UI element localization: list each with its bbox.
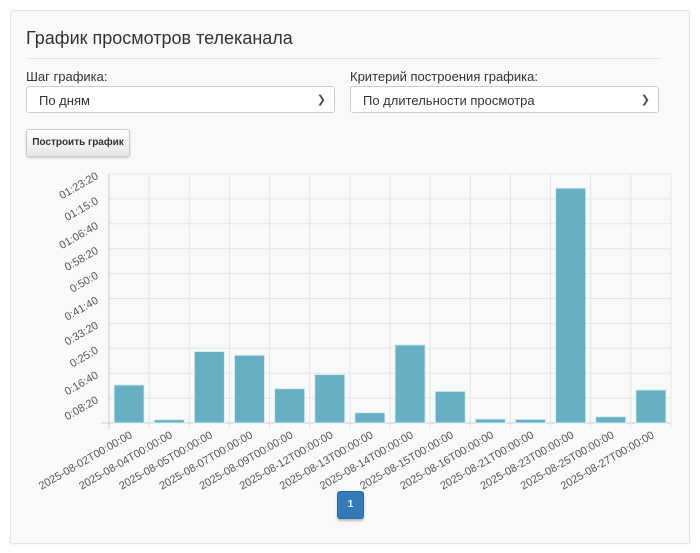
y-tick-label: 0:50:0 [68, 270, 100, 296]
page-title: График просмотров телеканала [26, 28, 293, 48]
pagination-page-1[interactable]: 1 [337, 491, 364, 519]
bar [474, 418, 506, 424]
bar [555, 187, 587, 424]
chart-panel: График просмотров телеканала Шаг графика… [10, 10, 690, 544]
bar [314, 374, 346, 424]
build-chart-button[interactable]: Построить график [26, 129, 130, 157]
step-select[interactable]: По дням ❯ [26, 86, 335, 113]
criterion-label: Критерий построения графика: [350, 69, 538, 84]
bar [434, 390, 466, 424]
bar [394, 344, 426, 424]
y-tick-label: 0:08:20 [63, 394, 101, 423]
bar [233, 354, 266, 424]
bar [595, 416, 627, 424]
y-tick-label: 0:33:20 [63, 320, 101, 349]
bar [193, 350, 225, 424]
y-tick-label: 0:41:40 [63, 295, 101, 324]
y-tick-label: 01:15:0 [63, 195, 101, 224]
bar [153, 419, 185, 424]
criterion-select-value: По длительности просмотра [363, 93, 535, 108]
divider [26, 58, 662, 59]
bar [354, 412, 386, 424]
step-select-value: По дням [39, 93, 90, 108]
bar [514, 418, 547, 424]
bar-chart: 0:08:200:16:400:25:00:33:200:41:400:50:0… [37, 170, 672, 491]
chevron-down-icon: ❯ [316, 94, 326, 106]
bar [113, 384, 145, 424]
chevron-down-icon: ❯ [640, 94, 650, 106]
y-tick-label: 0:25:0 [68, 345, 100, 371]
bar [635, 389, 667, 424]
bar [274, 388, 306, 424]
y-tick-label: 0:16:40 [63, 369, 101, 398]
step-label: Шаг графика: [26, 69, 108, 84]
y-tick-label: 0:58:20 [63, 245, 101, 274]
criterion-select[interactable]: По длительности просмотра ❯ [350, 86, 659, 113]
